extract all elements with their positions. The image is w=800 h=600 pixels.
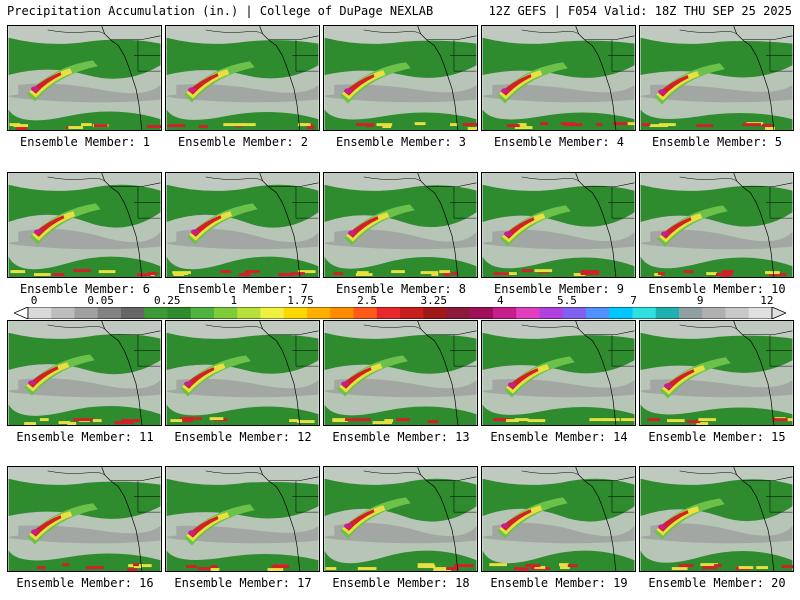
color-swatch bbox=[237, 307, 261, 319]
ensemble-map-18 bbox=[323, 466, 478, 572]
ensemble-map-3 bbox=[323, 25, 478, 131]
legend-tick-label: 2.5 bbox=[357, 294, 378, 307]
legend-tick-label: 1 bbox=[230, 294, 238, 307]
ensemble-member-label: Ensemble Member: 8 bbox=[335, 282, 467, 296]
color-swatch bbox=[190, 307, 215, 319]
color-swatch bbox=[446, 307, 471, 319]
color-swatch bbox=[167, 307, 192, 319]
ensemble-member-label: Ensemble Member: 3 bbox=[335, 135, 467, 149]
ensemble-member-label: Ensemble Member: 5 bbox=[651, 135, 783, 149]
legend-tick-label: 5.5 bbox=[557, 294, 577, 307]
ensemble-member-label: Ensemble Member: 1 bbox=[19, 135, 151, 149]
color-swatch bbox=[423, 307, 447, 319]
color-swatch bbox=[283, 307, 308, 319]
color-swatch bbox=[655, 307, 680, 319]
ensemble-map-15 bbox=[639, 320, 794, 426]
ensemble-member-label: Ensemble Member: 15 bbox=[648, 430, 786, 444]
ensemble-member-label: Ensemble Member: 14 bbox=[490, 430, 628, 444]
ensemble-member-label: Ensemble Member: 4 bbox=[493, 135, 625, 149]
color-swatch bbox=[400, 307, 424, 319]
ensemble-map-8 bbox=[323, 172, 478, 278]
color-swatch bbox=[307, 307, 331, 319]
legend-tick-label: 9 bbox=[696, 294, 704, 307]
color-swatch bbox=[539, 307, 564, 319]
color-swatch bbox=[51, 307, 75, 319]
ensemble-map-1 bbox=[7, 25, 162, 131]
color-swatch bbox=[702, 307, 726, 319]
legend-tick-label: 3.25 bbox=[420, 294, 447, 307]
color-swatch bbox=[562, 307, 587, 319]
color-swatch bbox=[28, 307, 52, 319]
color-swatch bbox=[516, 307, 540, 319]
legend-tick-label: 4 bbox=[497, 294, 504, 307]
color-swatch bbox=[725, 307, 750, 319]
legend-tick-label: 0 bbox=[30, 294, 38, 307]
ensemble-map-14 bbox=[481, 320, 636, 426]
ensemble-map-11 bbox=[7, 320, 162, 426]
ensemble-member-label: Ensemble Member: 13 bbox=[332, 430, 470, 444]
ensemble-member-label: Ensemble Member: 12 bbox=[174, 430, 312, 444]
color-swatch bbox=[121, 307, 145, 319]
ensemble-map-20 bbox=[639, 466, 794, 572]
color-swatch bbox=[609, 307, 633, 319]
ensemble-member-label: Ensemble Member: 2 bbox=[177, 135, 309, 149]
color-swatch bbox=[214, 307, 238, 319]
color-swatch bbox=[74, 307, 99, 319]
ensemble-member-label: Ensemble Member: 9 bbox=[493, 282, 625, 296]
ensemble-map-2 bbox=[165, 25, 320, 131]
ensemble-map-16 bbox=[7, 466, 162, 572]
legend-tick-label: 0.05 bbox=[87, 294, 114, 307]
color-swatch bbox=[260, 307, 285, 319]
color-swatch bbox=[97, 307, 122, 319]
ensemble-map-7 bbox=[165, 172, 320, 278]
ensemble-map-10 bbox=[639, 172, 794, 278]
ensemble-map-13 bbox=[323, 320, 478, 426]
ensemble-map-6 bbox=[7, 172, 162, 278]
ensemble-map-19 bbox=[481, 466, 636, 572]
legend-tick-label: 0.25 bbox=[153, 294, 181, 307]
ensemble-map-5 bbox=[639, 25, 794, 131]
color-swatch bbox=[586, 307, 610, 319]
color-legend bbox=[14, 307, 786, 319]
ensemble-member-label: Ensemble Member: 19 bbox=[490, 576, 628, 590]
ensemble-map-12 bbox=[165, 320, 320, 426]
ensemble-member-label: Ensemble Member: 7 bbox=[177, 282, 309, 296]
run-info: 12Z GEFS | F054 Valid: 18Z THU SEP 25 20… bbox=[488, 4, 792, 18]
color-swatch bbox=[493, 307, 517, 319]
ensemble-map-9 bbox=[481, 172, 636, 278]
header: Precipitation Accumulation (in.) | Colle… bbox=[0, 0, 800, 22]
ensemble-member-label: Ensemble Member: 11 bbox=[16, 430, 154, 444]
ensemble-member-label: Ensemble Member: 10 bbox=[648, 282, 786, 296]
color-swatch bbox=[679, 307, 703, 319]
page-title: Precipitation Accumulation (in.) | Colle… bbox=[7, 4, 434, 18]
legend-tick-label: 12 bbox=[760, 294, 774, 307]
color-swatch bbox=[469, 307, 494, 319]
color-swatch bbox=[330, 307, 354, 319]
ensemble-map-4 bbox=[481, 25, 636, 131]
ensemble-map-17 bbox=[165, 466, 320, 572]
ensemble-member-label: Ensemble Member: 17 bbox=[174, 576, 312, 590]
color-swatch bbox=[353, 307, 378, 319]
ensemble-member-label: Ensemble Member: 20 bbox=[648, 576, 786, 590]
legend-tick-label: 1.75 bbox=[287, 294, 314, 307]
ensemble-member-label: Ensemble Member: 18 bbox=[332, 576, 470, 590]
ensemble-member-label: Ensemble Member: 6 bbox=[19, 282, 151, 296]
color-swatch bbox=[376, 307, 401, 319]
color-swatch bbox=[144, 307, 168, 319]
color-swatch bbox=[748, 307, 773, 319]
legend-tick-label: 7 bbox=[630, 294, 637, 307]
ensemble-member-label: Ensemble Member: 16 bbox=[16, 576, 154, 590]
color-swatch bbox=[632, 307, 657, 319]
